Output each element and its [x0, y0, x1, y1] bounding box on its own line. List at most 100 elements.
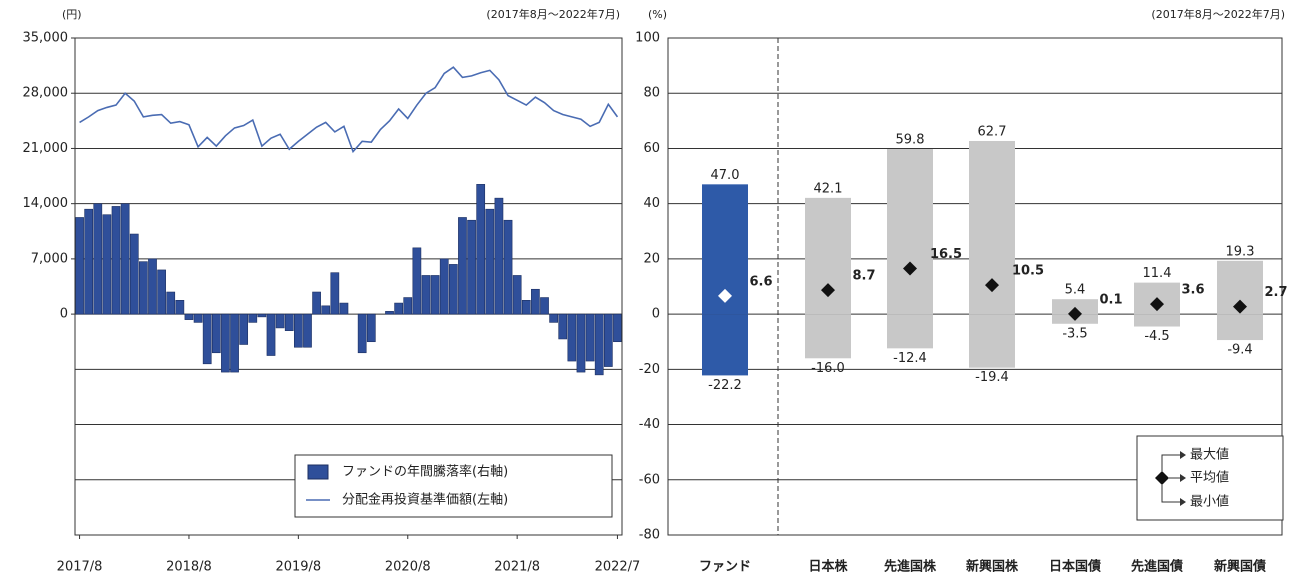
right-period: (2017年8月～2022年7月)	[1151, 7, 1285, 21]
y-tick-label: 0	[60, 307, 68, 322]
y-tick-label: -60	[639, 472, 660, 487]
legend-label: 平均値	[1190, 470, 1229, 486]
mean-marker	[985, 278, 999, 293]
y-tick-label: 7,000	[31, 251, 68, 266]
x-tick-label: 新興国株	[966, 559, 1019, 575]
bar	[357, 313, 367, 354]
y-tick-label: 40	[643, 196, 660, 211]
bar	[594, 313, 604, 376]
bar	[102, 214, 112, 315]
x-tick-label: 2022/7	[595, 560, 641, 575]
x-tick-label: 2018/8	[166, 560, 212, 575]
bar	[148, 258, 157, 315]
bar	[230, 313, 239, 373]
plot-frame	[667, 37, 1283, 536]
mean-label: 2.7	[1264, 285, 1287, 300]
mean-label: 3.6	[1181, 283, 1204, 298]
bar	[248, 313, 258, 323]
min-label: -4.5	[1144, 329, 1169, 344]
mean-marker	[821, 283, 835, 298]
bar	[540, 297, 549, 315]
mean-marker	[718, 288, 732, 303]
x-tick-label: ファンド	[699, 560, 751, 575]
max-label: 42.1	[814, 181, 843, 196]
bar	[111, 206, 121, 315]
legend-label: 最大値	[1190, 447, 1229, 463]
bar	[403, 297, 413, 315]
bar	[503, 219, 513, 315]
mean-label: 6.6	[749, 274, 772, 289]
max-label: 19.3	[1226, 244, 1255, 259]
max-label: 62.7	[978, 124, 1007, 139]
y-tick-label: -40	[639, 417, 660, 432]
bar	[330, 272, 340, 315]
bar	[284, 313, 294, 331]
bar	[93, 203, 103, 315]
bar	[211, 313, 221, 354]
y-tick-label: 20	[643, 251, 660, 266]
range-bar-min	[805, 314, 851, 359]
bar	[558, 313, 568, 340]
min-label: -12.4	[893, 351, 927, 366]
y-tick-label: -80	[639, 528, 660, 543]
range-bar-min	[1134, 314, 1180, 327]
legend-arrow	[1180, 451, 1186, 459]
bar	[430, 275, 440, 315]
range-bar-min	[1217, 314, 1263, 341]
x-tick-label: 先進国債	[1131, 559, 1183, 575]
min-label: -22.2	[708, 378, 742, 393]
range-bar-min	[887, 314, 933, 349]
bar	[84, 208, 94, 315]
bar	[175, 300, 185, 315]
max-label: 47.0	[711, 168, 740, 183]
x-tick-label: 日本国債	[1049, 559, 1101, 575]
x-tick-label: 2017/8	[57, 560, 103, 575]
mean-label: 16.5	[930, 247, 962, 262]
range-bar-min	[702, 314, 748, 376]
bar	[476, 184, 486, 315]
bar	[129, 233, 139, 315]
legend-marker	[1155, 471, 1169, 485]
mean-marker	[1233, 299, 1247, 314]
legend-label: ファンドの年間騰落率(右軸)	[342, 464, 508, 480]
y-tick-label: 21,000	[23, 141, 69, 156]
bar	[184, 313, 194, 320]
mean-marker	[1068, 306, 1082, 321]
mean-label: 10.5	[1012, 264, 1044, 279]
bar	[275, 313, 285, 329]
bar	[467, 219, 476, 315]
min-label: -16.0	[811, 361, 845, 376]
bar	[75, 217, 84, 315]
range-bar-max	[887, 148, 933, 315]
legend-box	[294, 454, 613, 518]
x-tick-label: 2021/8	[494, 560, 540, 575]
bar	[312, 291, 321, 315]
bar	[512, 275, 522, 315]
legend-bracket	[1161, 454, 1180, 503]
bar	[439, 258, 449, 315]
bar	[567, 313, 577, 362]
bar	[257, 313, 267, 318]
bar	[239, 313, 249, 345]
bar	[485, 208, 495, 315]
left-period: (2017年8月～2022年7月)	[486, 7, 620, 21]
y-tick-label: 14,000	[23, 196, 69, 211]
x-tick-label: 日本株	[808, 559, 848, 575]
bar	[613, 313, 622, 343]
bar	[585, 313, 595, 362]
bar	[385, 311, 394, 315]
legend-arrow	[1180, 498, 1186, 506]
price-line	[79, 66, 619, 154]
x-tick-label: 2019/8	[275, 560, 321, 575]
mean-marker	[1150, 297, 1164, 312]
y-tick-label: -20	[639, 362, 660, 377]
legend-swatch	[307, 464, 329, 480]
range-bar-max	[1052, 299, 1098, 315]
left-unit: (円)	[62, 8, 82, 21]
y-tick-label: 60	[643, 141, 660, 156]
bar	[266, 313, 276, 356]
min-label: -19.4	[975, 370, 1009, 385]
bar	[202, 313, 212, 365]
max-label: 59.8	[896, 132, 925, 147]
